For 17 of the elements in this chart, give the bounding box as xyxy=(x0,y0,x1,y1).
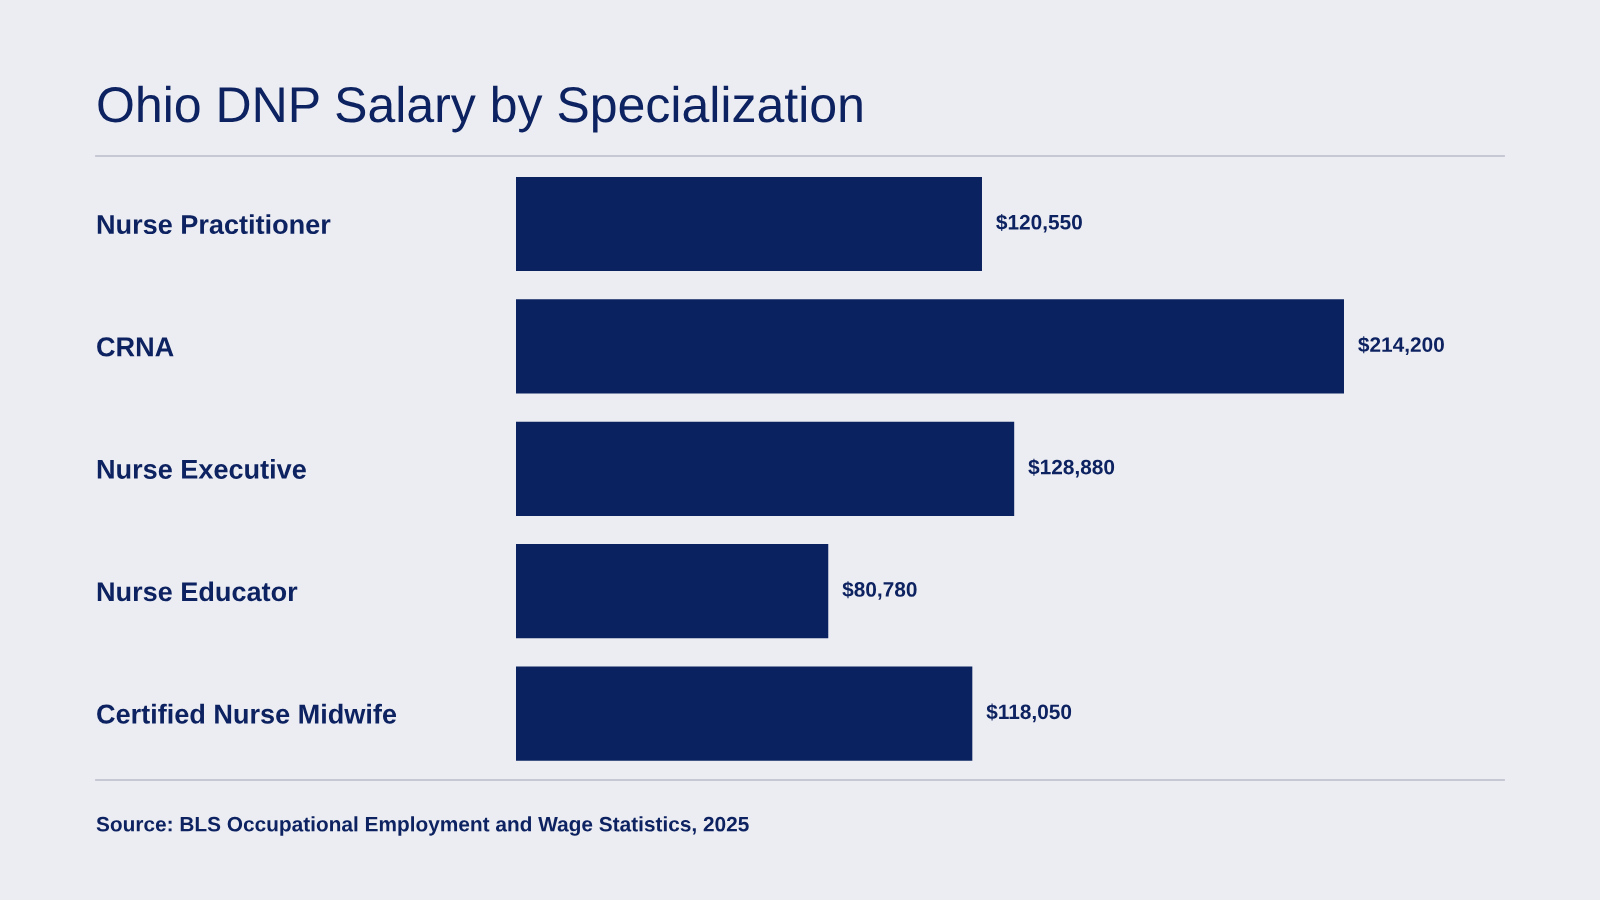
data-label: $120,550 xyxy=(996,213,1082,233)
data-label: $118,050 xyxy=(986,703,1072,723)
bar xyxy=(516,421,1015,516)
y-tick-label: Certified Nurse Midwife xyxy=(97,703,397,724)
y-tick-label: Nurse Executive xyxy=(97,458,306,479)
y-tick-label: Nurse Practitioner xyxy=(97,214,331,235)
chart-title: Ohio DNP Salary by Specialization xyxy=(98,85,862,133)
bar xyxy=(516,299,1344,394)
y-tick-label: CRNA xyxy=(97,337,174,357)
data-label: $128,880 xyxy=(1028,458,1115,478)
bar xyxy=(516,544,829,639)
source-note: Source: BLS Occupational Employment and Wage Statistics, 2025 xyxy=(96,816,749,836)
data-label: $214,200 xyxy=(1358,336,1444,356)
y-tick-label: Nurse Educator xyxy=(97,581,298,602)
bar xyxy=(516,176,982,272)
bar xyxy=(516,666,973,761)
data-label: $80,780 xyxy=(842,581,917,600)
